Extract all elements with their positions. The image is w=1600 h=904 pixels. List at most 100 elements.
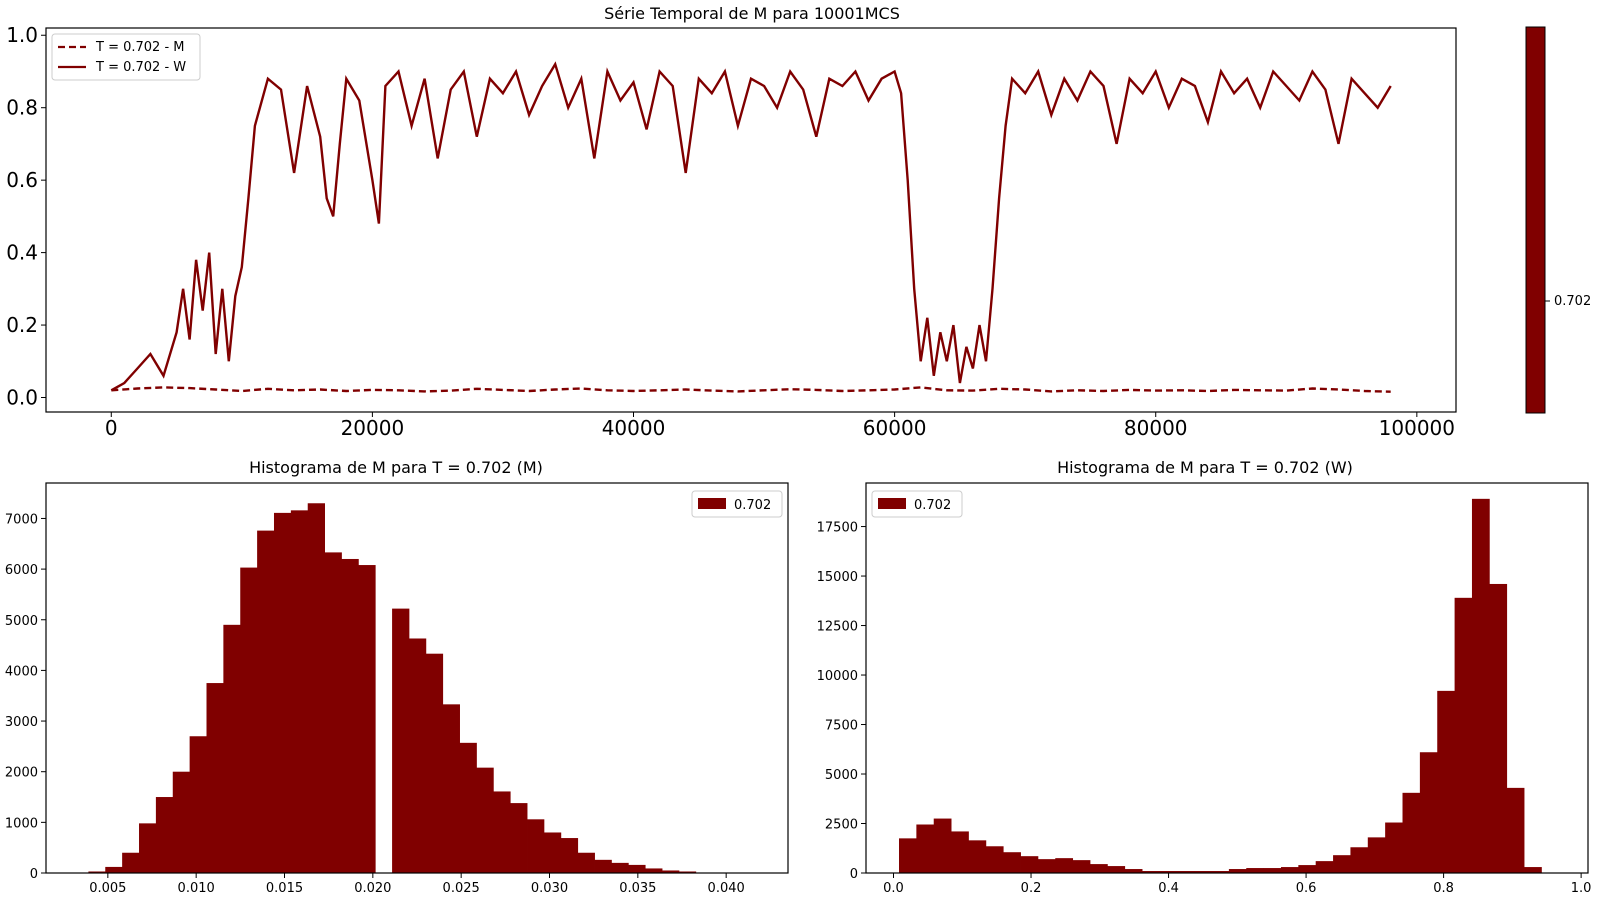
histogram-bar [1350,847,1369,873]
time-series-title: Série Temporal de M para 10001MCS [604,4,900,23]
time-series-panel: Série Temporal de M para 10001MCS 0 20000… [6,4,1457,440]
histogram-bar [476,767,494,873]
colorbar-fill [1525,26,1546,414]
y-tick-label: 0 [850,867,858,882]
y-tick-label: 4000 [5,664,38,679]
histogram-bar [1003,852,1021,873]
histogram-bar [951,831,969,873]
histogram-bar [1315,861,1334,873]
legend-swatch [698,498,726,509]
histogram-w-title: Histograma de M para T = 0.702 (W) [1057,458,1353,477]
x-tick-label: 60000 [863,416,927,440]
histogram-bar [1419,752,1438,873]
histogram-bar [628,864,646,873]
histogram-w-frame [865,482,1589,874]
x-tick-label: 0 [105,416,118,440]
histogram-bar [899,838,917,873]
histogram-w-panel: Histograma de M para T = 0.702 (W) 0.0 0.… [817,458,1592,896]
histogram-bar [88,871,106,873]
histogram-bar [442,704,460,873]
histogram-bar [527,819,545,873]
histogram-bar [273,512,292,873]
x-tick-label: 0.4 [1158,881,1179,896]
y-tick-label: 0 [30,867,38,882]
histogram-m-bars [88,503,697,873]
legend-box [51,33,201,81]
histogram-bar [1194,871,1212,873]
x-tick-label: 80000 [1124,416,1188,440]
time-series-frame [45,27,1457,413]
histogram-bar [594,859,612,873]
time-series-legend: T = 0.702 - M T = 0.702 - W [51,33,201,81]
histogram-bar [1506,787,1525,873]
y-tick-label: 3000 [5,715,38,730]
histogram-bar [1454,597,1473,873]
histogram-bar [223,624,241,873]
y-tick-label: 0.6 [6,168,38,192]
histogram-w-legend: 0.702 [871,490,963,518]
histogram-bar [1333,855,1351,873]
histogram-bar [968,840,987,873]
time-series-y-ticks: 0.0 0.2 0.4 0.6 0.8 1.0 [6,23,46,410]
legend-label: 0.702 [734,498,771,513]
histogram-bar [645,868,663,873]
x-tick-label: 0.0 [883,881,904,896]
histogram-bar [1228,869,1247,873]
histogram-bar [324,552,342,873]
colorbar-tick-label: 0.702 [1554,294,1591,309]
x-tick-label: 1.0 [1571,881,1592,896]
histogram-bar [408,638,427,873]
x-tick-label: 20000 [341,416,405,440]
y-tick-label: 1.0 [6,23,38,47]
legend-label: 0.702 [914,498,951,513]
histogram-bar [105,866,123,873]
time-series-lines [110,61,1392,393]
histogram-bar [510,803,528,873]
histogram-bar [1471,498,1490,873]
time-series-x-ticks: 0 20000 40000 60000 80000 100000 [105,412,1455,440]
histogram-bar [1072,860,1091,873]
histogram-m-legend: 0.702 [691,490,783,518]
histogram-w-x-ticks: 0.0 0.2 0.4 0.6 0.8 1.0 [883,873,1591,896]
histogram-m-x-ticks: 0.005 0.010 0.015 0.020 0.025 0.030 0.035 0.040 [89,873,745,896]
x-tick-label: 0.040 [708,881,745,896]
histogram-bar [358,565,376,873]
histogram-bar [172,771,191,873]
histogram-bar [425,653,444,873]
histogram-bar [1055,858,1074,873]
y-tick-label: 0.0 [6,386,38,410]
histogram-bar [290,510,309,873]
y-tick-label: 5000 [5,614,38,629]
x-tick-label: 0.025 [443,881,480,896]
histogram-bar [1489,583,1508,873]
legend-box [691,490,783,518]
histogram-bar [577,852,595,873]
histogram-bar [155,797,174,873]
histogram-bar [1524,867,1542,873]
histogram-bar [1263,868,1282,873]
histogram-bar [662,870,680,873]
y-tick-label: 7500 [825,719,858,734]
histogram-m-panel: Histograma de M para T = 0.702 (M) 0.005… [5,458,789,896]
x-tick-label: 100000 [1379,416,1455,440]
histogram-bar [933,818,952,873]
histogram-bar [916,824,935,873]
histogram-w-y-ticks: 0 2500 5000 7500 10000 12500 15000 17500 [817,521,866,882]
x-tick-label: 0.005 [89,881,126,896]
y-tick-label: 12500 [817,620,858,635]
legend-box [871,490,963,518]
x-tick-label: 40000 [602,416,666,440]
histogram-w-bars [899,498,1542,873]
histogram-bar [1246,868,1265,873]
y-tick-label: 7000 [5,512,38,527]
histogram-bar [459,742,477,873]
y-tick-label: 10000 [817,669,858,684]
histogram-bar [1367,837,1386,873]
histogram-bar [1020,856,1039,873]
x-tick-label: 0.035 [619,881,656,896]
histogram-bar [678,871,697,873]
y-tick-label: 5000 [825,768,858,783]
legend-swatch [878,498,906,509]
histogram-bar [1159,871,1178,873]
histogram-bar [139,823,157,873]
